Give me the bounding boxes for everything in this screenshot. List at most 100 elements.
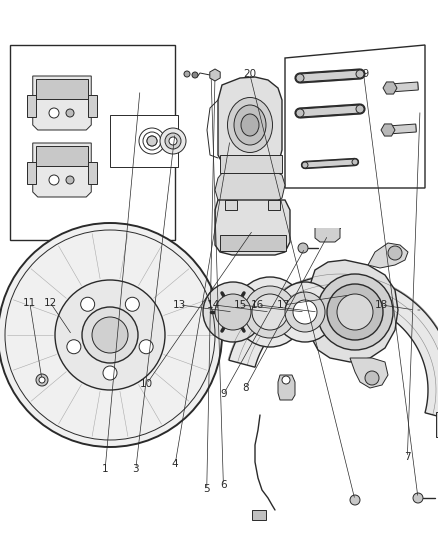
- Polygon shape: [350, 358, 388, 388]
- Ellipse shape: [356, 70, 364, 78]
- Circle shape: [124, 136, 134, 146]
- Circle shape: [337, 294, 373, 330]
- Ellipse shape: [234, 105, 266, 145]
- Text: 20: 20: [243, 69, 256, 78]
- Ellipse shape: [241, 114, 259, 136]
- Text: 4: 4: [172, 459, 179, 469]
- Circle shape: [350, 495, 360, 505]
- Circle shape: [49, 175, 59, 185]
- Bar: [225, 200, 237, 210]
- Polygon shape: [368, 243, 408, 268]
- Polygon shape: [33, 143, 91, 197]
- Circle shape: [139, 340, 153, 354]
- Circle shape: [55, 280, 165, 390]
- Circle shape: [160, 128, 186, 154]
- Circle shape: [244, 286, 296, 338]
- Circle shape: [365, 371, 379, 385]
- Ellipse shape: [227, 98, 272, 152]
- Ellipse shape: [296, 74, 304, 82]
- Circle shape: [49, 108, 59, 118]
- Circle shape: [235, 277, 305, 347]
- Circle shape: [252, 294, 288, 330]
- Circle shape: [147, 136, 157, 146]
- Circle shape: [67, 340, 81, 354]
- Ellipse shape: [356, 105, 364, 113]
- Circle shape: [36, 374, 48, 386]
- Ellipse shape: [352, 159, 358, 165]
- Ellipse shape: [296, 109, 304, 117]
- Polygon shape: [388, 124, 416, 134]
- Text: 13: 13: [173, 300, 186, 310]
- Circle shape: [120, 132, 138, 150]
- Circle shape: [39, 377, 45, 383]
- Circle shape: [388, 246, 402, 260]
- Circle shape: [169, 137, 177, 145]
- Polygon shape: [383, 82, 397, 94]
- Circle shape: [275, 282, 335, 342]
- Bar: [36, 79, 88, 99]
- Polygon shape: [315, 228, 340, 242]
- Polygon shape: [285, 45, 425, 188]
- Text: 19: 19: [357, 69, 370, 78]
- Polygon shape: [278, 375, 295, 400]
- Text: 8: 8: [242, 383, 249, 393]
- Bar: [268, 200, 280, 210]
- Text: 9: 9: [220, 390, 227, 399]
- Circle shape: [317, 274, 393, 350]
- Bar: [220, 155, 282, 173]
- Circle shape: [215, 294, 251, 330]
- Text: 15: 15: [233, 300, 247, 310]
- Text: 12: 12: [44, 298, 57, 308]
- Polygon shape: [305, 159, 355, 168]
- Text: 11: 11: [23, 298, 36, 308]
- Polygon shape: [229, 275, 438, 420]
- Bar: [436, 412, 438, 437]
- Circle shape: [285, 292, 325, 332]
- Circle shape: [66, 176, 74, 184]
- Text: 7: 7: [404, 453, 411, 462]
- Polygon shape: [215, 200, 290, 255]
- Bar: [88, 95, 97, 117]
- Circle shape: [82, 307, 138, 363]
- Bar: [220, 235, 286, 251]
- Text: 6: 6: [220, 480, 227, 490]
- Circle shape: [92, 317, 128, 353]
- Bar: [252, 510, 266, 520]
- Circle shape: [203, 282, 263, 342]
- Bar: [10, 45, 175, 240]
- Circle shape: [103, 366, 117, 380]
- Circle shape: [327, 284, 383, 340]
- Circle shape: [184, 71, 190, 77]
- Polygon shape: [300, 70, 360, 82]
- Bar: [27, 95, 36, 117]
- Circle shape: [165, 133, 181, 149]
- Circle shape: [282, 376, 290, 384]
- Circle shape: [81, 297, 95, 311]
- Text: 3: 3: [132, 464, 139, 474]
- Polygon shape: [390, 82, 418, 92]
- Circle shape: [192, 72, 198, 78]
- Text: 10: 10: [140, 379, 153, 389]
- Polygon shape: [33, 76, 91, 130]
- Bar: [88, 162, 97, 184]
- Text: 18: 18: [374, 300, 388, 310]
- Polygon shape: [308, 260, 398, 362]
- Text: 5: 5: [203, 484, 210, 494]
- Text: 16: 16: [251, 300, 264, 310]
- Circle shape: [0, 223, 222, 447]
- Circle shape: [413, 493, 423, 503]
- Circle shape: [66, 109, 74, 117]
- Ellipse shape: [302, 162, 308, 168]
- Circle shape: [298, 243, 308, 253]
- Circle shape: [125, 297, 139, 311]
- Text: 14: 14: [207, 300, 220, 310]
- Bar: [27, 162, 36, 184]
- Polygon shape: [210, 69, 220, 81]
- Polygon shape: [300, 105, 360, 117]
- Bar: [110, 115, 178, 167]
- Polygon shape: [215, 173, 285, 207]
- Polygon shape: [381, 124, 395, 136]
- Text: 1: 1: [102, 464, 109, 474]
- Text: 17: 17: [277, 300, 290, 310]
- Bar: [36, 146, 88, 166]
